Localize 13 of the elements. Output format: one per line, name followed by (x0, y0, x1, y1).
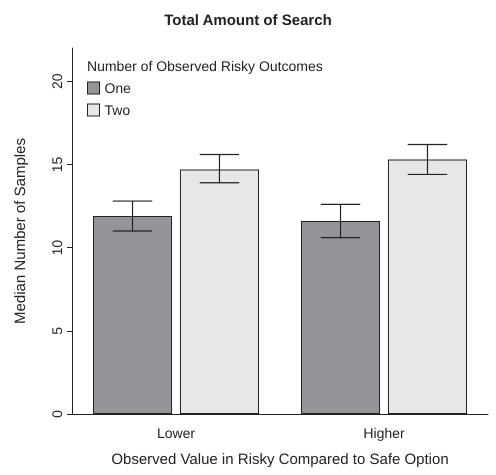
x-axis-title: Observed Value in Risky Compared to Safe Option (111, 451, 449, 468)
y-tick-label: 0 (49, 410, 65, 418)
y-axis-title: Median Number of Samples (12, 138, 29, 324)
y-tick-label: 20 (49, 73, 65, 90)
y-tick-label: 15 (49, 156, 65, 172)
x-tick-label: Lower (156, 425, 196, 441)
x-tick-label: Higher (363, 425, 405, 441)
legend-label: Two (104, 102, 130, 118)
legend-title: Number of Observed Risky Outcomes (87, 58, 323, 74)
chart-title: Total Amount of Search (164, 12, 332, 29)
legend-label: One (104, 80, 132, 96)
y-tick-label: 10 (49, 240, 65, 256)
y-tick-label: 5 (49, 326, 65, 335)
